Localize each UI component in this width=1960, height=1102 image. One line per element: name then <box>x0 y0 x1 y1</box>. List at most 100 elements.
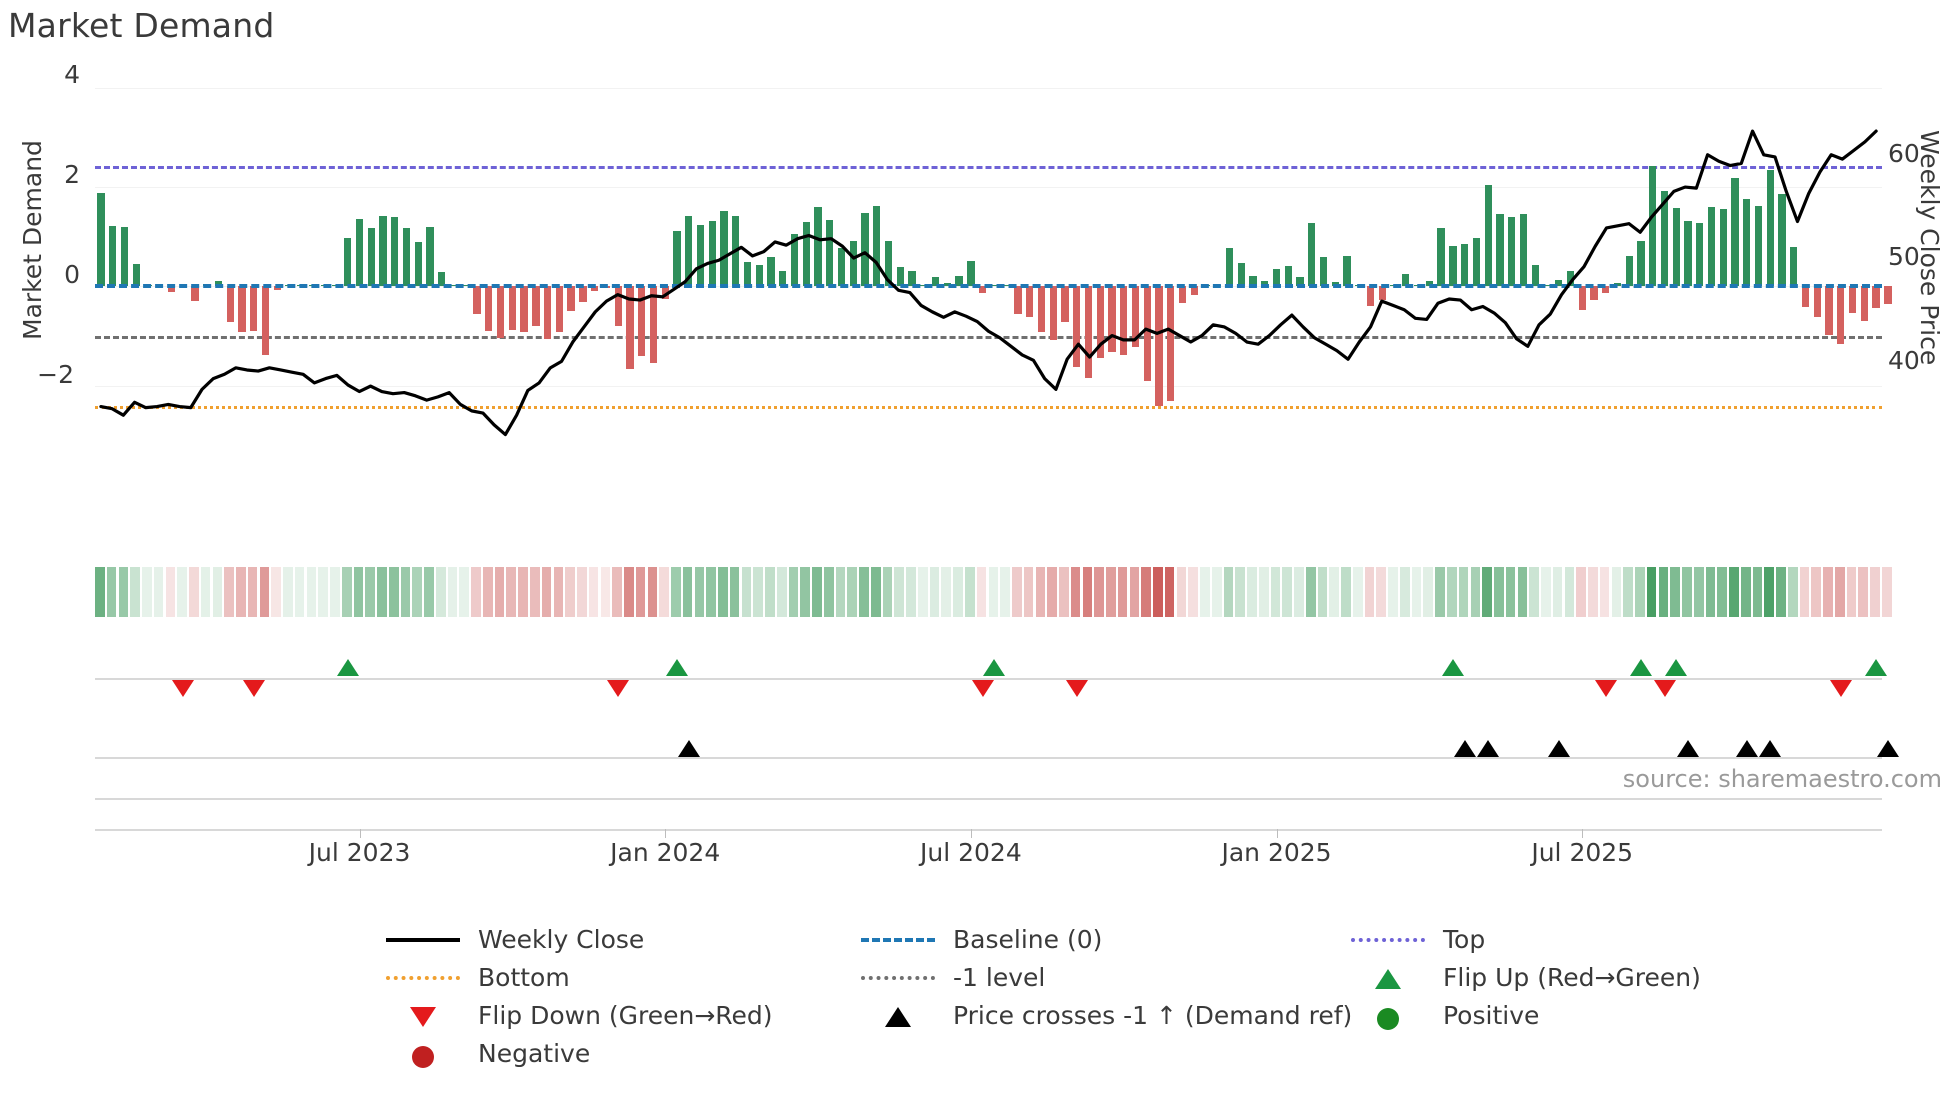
strip-cell <box>1764 567 1775 617</box>
demand-bar-positive <box>908 271 916 287</box>
demand-bar-positive <box>379 215 387 287</box>
legend-item[interactable]: Flip Up (Red→Green) <box>1345 958 1701 996</box>
demand-bar-positive <box>1731 178 1739 287</box>
flip-up-marker <box>1665 659 1688 676</box>
flip-up-marker <box>983 659 1006 676</box>
strip-cell <box>565 567 575 617</box>
legend-item[interactable]: Price crosses -1 ↑ (Demand ref) <box>855 996 1352 1034</box>
strip-cell <box>1435 567 1445 617</box>
strip-cell <box>1423 567 1434 617</box>
baseline-zero-line <box>95 284 1882 289</box>
strip-cell <box>1247 567 1257 617</box>
strip-cell <box>577 567 587 617</box>
demand-bar-negative <box>1073 286 1081 367</box>
strip-cell <box>1588 567 1598 617</box>
strip-cell <box>118 567 129 617</box>
legend-item[interactable]: Flip Down (Green→Red) <box>380 996 773 1034</box>
flip-down-marker <box>172 680 195 697</box>
strip-cell <box>1740 567 1751 617</box>
x-tick-label: Jul 2024 <box>919 838 1022 867</box>
demand-bar-positive <box>826 219 834 287</box>
demand-bar-negative <box>1825 286 1833 335</box>
demand-bar-negative <box>1378 286 1386 301</box>
strip-cell <box>1317 567 1328 617</box>
strip-cell <box>859 567 869 617</box>
demand-bar-positive <box>896 267 904 287</box>
strip-cell <box>906 567 916 617</box>
demand-bar-positive <box>873 205 881 287</box>
demand-bar-positive <box>1566 271 1575 287</box>
demand-bar-negative <box>1813 286 1821 318</box>
flip-up-marker <box>1865 659 1888 676</box>
demand-bar-negative <box>1602 286 1610 294</box>
strip-cell <box>800 567 811 617</box>
legend-item[interactable]: Top <box>1345 920 1485 958</box>
strip-cell <box>459 567 470 617</box>
legend-item[interactable]: Weekly Close <box>380 920 644 958</box>
flip-up-marker <box>336 659 359 676</box>
strip-cell <box>1399 567 1410 617</box>
demand-price-plot <box>95 73 1892 455</box>
strip-cell <box>553 567 564 617</box>
price-cross-marker <box>1547 740 1570 757</box>
flip-down-marker <box>607 680 630 697</box>
legend-label: Baseline (0) <box>953 924 1103 954</box>
demand-bar-positive <box>1343 255 1351 287</box>
chart-legend: Weekly Close Baseline (0) Top Bottom -1 leve… <box>0 920 1960 1072</box>
demand-bar-negative <box>1014 286 1022 314</box>
strip-cell <box>95 567 105 617</box>
flip-down-marker <box>242 680 265 697</box>
strip-cell <box>1529 567 1539 617</box>
demand-bar-positive <box>1261 281 1269 287</box>
demand-bar-negative <box>261 286 270 355</box>
gridline <box>95 87 1882 89</box>
strip-cell <box>1729 567 1739 617</box>
demand-bar-negative <box>1578 286 1586 311</box>
demand-bar-negative <box>1872 286 1880 309</box>
strip-cell <box>1305 567 1316 617</box>
demand-bar-positive <box>720 210 728 287</box>
strip-cell <box>929 567 940 617</box>
demand-bar-positive <box>1684 220 1692 287</box>
demand-bar-negative <box>250 286 258 331</box>
demand-bar-positive <box>344 237 352 287</box>
strip-cell <box>1059 567 1069 617</box>
legend-item[interactable]: -1 level <box>855 958 1045 996</box>
strip-cell <box>447 567 458 617</box>
y-tick-right-60: 60 <box>1888 139 1920 168</box>
legend-item[interactable]: Bottom <box>380 958 570 996</box>
demand-bar-positive <box>884 240 893 287</box>
legend-item[interactable]: Baseline (0) <box>855 920 1102 958</box>
legend-item[interactable]: Positive <box>1345 996 1539 1034</box>
demand-bar-positive <box>1649 166 1657 287</box>
strip-cell <box>1693 567 1704 617</box>
demand-bar-negative <box>1190 286 1198 296</box>
demand-bar-negative <box>238 286 246 332</box>
strip-cell <box>1482 567 1492 617</box>
demand-bar-positive <box>1707 206 1716 287</box>
demand-bar-positive <box>743 261 752 287</box>
strip-cell <box>541 567 552 617</box>
strip-cell <box>1705 567 1716 617</box>
demand-bar-positive <box>1719 209 1727 287</box>
strip-cell <box>682 567 693 617</box>
strip-cell <box>224 567 234 617</box>
strip-cell <box>1447 567 1457 617</box>
strip-cell <box>1834 567 1845 617</box>
strip-cell <box>471 567 481 617</box>
demand-bar-negative <box>1884 286 1892 305</box>
strip-cell <box>482 567 493 617</box>
legend-label: Price crosses -1 ↑ (Demand ref) <box>953 1000 1353 1030</box>
strip-cell <box>271 567 281 617</box>
strip-cell <box>259 567 270 617</box>
legend-item[interactable]: Negative <box>380 1034 590 1072</box>
demand-bar-positive <box>1754 205 1763 287</box>
minus-one-reference-line <box>95 335 1882 339</box>
strip-cell <box>659 567 669 617</box>
strip-cell <box>1635 567 1645 617</box>
demand-bar-negative <box>591 286 599 292</box>
strip-cell <box>1211 567 1222 617</box>
demand-bar-positive <box>214 281 223 287</box>
x-tick-mark <box>1276 829 1278 838</box>
strip-cell <box>306 567 317 617</box>
